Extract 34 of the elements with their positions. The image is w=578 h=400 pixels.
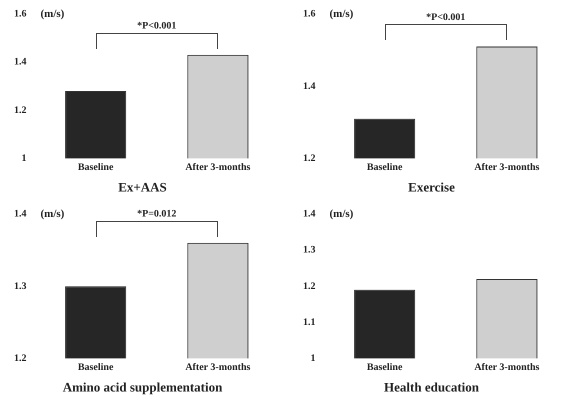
text: Ex+AAS xyxy=(118,180,167,195)
y-tick-label: 1.6 xyxy=(14,8,26,20)
y-axis-title: (m/s) xyxy=(330,8,354,20)
x-tick-label: After 3-months xyxy=(185,162,251,173)
y-axis-title: (m/s) xyxy=(330,208,354,220)
y-tick-label: 1.3 xyxy=(303,244,316,256)
x-tick-label: After 3-months xyxy=(474,362,540,373)
x-tick-label: Baseline xyxy=(366,362,403,373)
y-tick-label: 1 xyxy=(310,352,316,364)
text: Amino acid supplementation xyxy=(62,380,224,395)
text: Exercise xyxy=(408,180,456,195)
y-tick-label: 1.4 xyxy=(303,208,316,220)
y-tick-label: 1.2 xyxy=(303,152,316,164)
y-tick-label: 1.4 xyxy=(14,56,26,68)
y-tick-label: 1.3 xyxy=(14,280,26,292)
y-tick-label: 1.2 xyxy=(14,104,26,116)
y-tick-label: 1.2 xyxy=(14,352,26,364)
annotation: *P=0.012 xyxy=(137,208,176,220)
x-tick-label: Baseline xyxy=(366,162,403,173)
y-tick-label: 1 xyxy=(22,152,26,164)
annotation: *P<0.001 xyxy=(426,12,466,24)
y-tick-label: 1.4 xyxy=(14,208,26,220)
y-axis-title: (m/s) xyxy=(40,208,65,220)
y-axis-title: (m/s) xyxy=(40,8,65,20)
x-tick-label: After 3-months xyxy=(474,162,540,173)
y-tick-label: 1.1 xyxy=(303,316,316,328)
x-tick-label: Baseline xyxy=(78,162,114,173)
y-tick-label: 1.2 xyxy=(303,280,316,292)
annotation: *P<0.001 xyxy=(137,20,176,32)
x-tick-label: Baseline xyxy=(78,362,114,373)
y-tick-label: 1.4 xyxy=(303,80,316,92)
text: Health education xyxy=(384,380,480,395)
y-tick-label: 1.6 xyxy=(303,8,316,20)
x-tick-label: After 3-months xyxy=(185,362,251,373)
